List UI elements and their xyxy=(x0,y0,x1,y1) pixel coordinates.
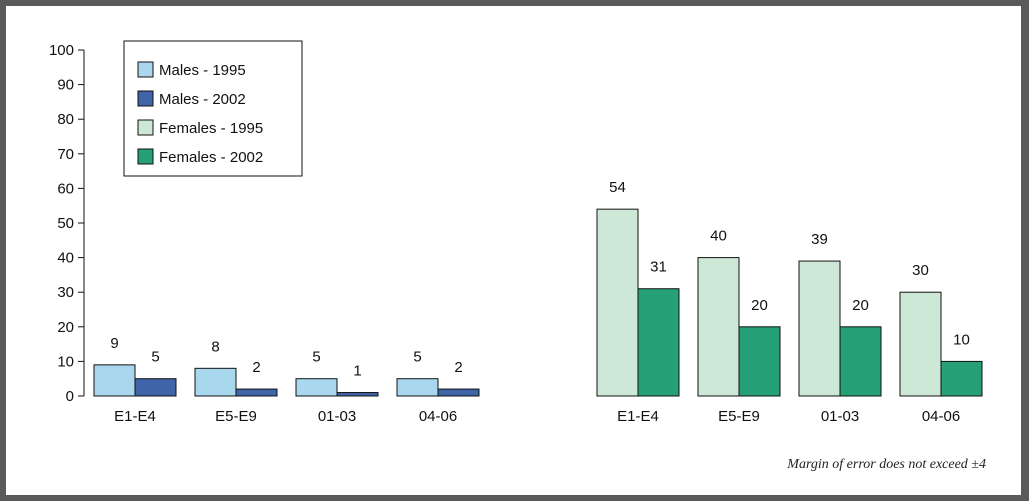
x-category-label: 01-03 xyxy=(821,408,859,425)
bar-value-label: 2 xyxy=(252,359,260,376)
legend-label: Females - 1995 xyxy=(159,120,263,137)
bar-value-label: 5 xyxy=(413,349,421,366)
bar-value-label: 2 xyxy=(454,359,462,376)
bar-value-label: 5 xyxy=(312,349,320,366)
bar-value-label: 5 xyxy=(151,349,159,366)
bar xyxy=(940,360,983,397)
y-tick-label: 50 xyxy=(57,215,74,232)
bar-value-label: 20 xyxy=(852,297,869,314)
legend-swatch xyxy=(137,119,154,136)
legend-swatch xyxy=(137,61,154,78)
y-tick-label: 40 xyxy=(57,250,74,267)
x-category-label: E1-E4 xyxy=(114,408,156,425)
legend-box xyxy=(123,40,303,177)
bar xyxy=(637,288,680,397)
y-tick-label: 100 xyxy=(49,42,74,59)
chart-panel: 0 10 20 30 40 50 60 70 80 90 100 9 5 E1-E4 8 2 E5-E9 5 1 01… xyxy=(6,6,1021,495)
y-tick-label: 0 xyxy=(66,388,74,405)
y-tick-label: 90 xyxy=(57,77,74,94)
bar xyxy=(596,208,639,397)
legend-label: Females - 2002 xyxy=(159,149,263,166)
bar xyxy=(899,291,942,397)
bar xyxy=(235,388,278,397)
x-category-label: 04-06 xyxy=(922,408,960,425)
bar xyxy=(295,378,338,397)
bar-value-label: 31 xyxy=(650,259,667,276)
y-tick-label: 30 xyxy=(57,284,74,301)
legend-label: Males - 1995 xyxy=(159,62,246,79)
bar xyxy=(839,326,882,397)
margin-of-error-note: Margin of error does not exceed ±4 xyxy=(787,457,986,472)
y-tick-label: 70 xyxy=(57,146,74,163)
bar xyxy=(396,378,439,397)
legend-swatch xyxy=(137,148,154,165)
bar xyxy=(134,378,177,397)
bar xyxy=(93,364,136,397)
bar xyxy=(738,326,781,397)
bar-value-label: 40 xyxy=(710,228,727,245)
bar-value-label: 30 xyxy=(912,262,929,279)
bar-value-label: 39 xyxy=(811,231,828,248)
y-tick-label: 60 xyxy=(57,180,74,197)
x-category-label: E5-E9 xyxy=(718,408,760,425)
x-category-label: 04-06 xyxy=(419,408,457,425)
bar-value-label: 20 xyxy=(751,297,768,314)
bar-chart: 010203040506070809010095E1-E482E5-E95101… xyxy=(49,40,983,425)
x-category-label: E1-E4 xyxy=(617,408,659,425)
bar-value-label: 54 xyxy=(609,179,626,196)
y-tick-label: 20 xyxy=(57,319,74,336)
x-category-label: E5-E9 xyxy=(215,408,257,425)
bar-value-label: 9 xyxy=(110,335,118,352)
y-tick-label: 10 xyxy=(57,353,74,370)
bar xyxy=(437,388,480,397)
bar-value-label: 8 xyxy=(211,338,219,355)
bar xyxy=(798,260,841,397)
bar-value-label: 1 xyxy=(353,363,361,380)
legend-label: Males - 2002 xyxy=(159,91,246,108)
legend-swatch xyxy=(137,90,154,107)
bar xyxy=(697,257,740,397)
bar xyxy=(336,392,379,397)
x-category-label: 01-03 xyxy=(318,408,356,425)
y-tick-label: 80 xyxy=(57,111,74,128)
bar-value-label: 10 xyxy=(953,331,970,348)
bar xyxy=(194,367,237,397)
